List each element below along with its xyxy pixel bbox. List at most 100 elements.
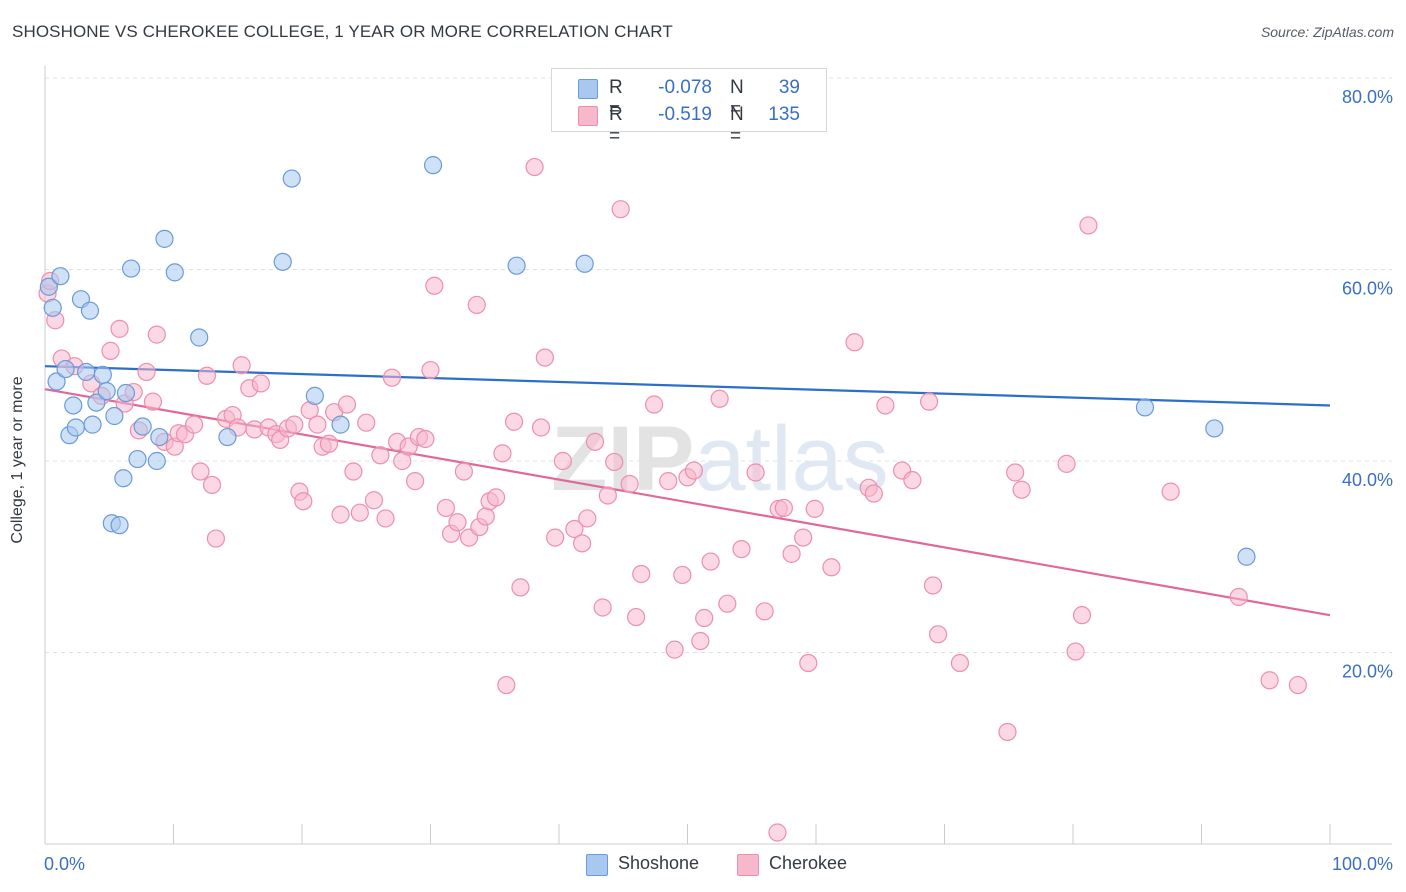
cherokee-point — [782, 544, 801, 563]
cherokee-point — [845, 333, 864, 352]
cherokee-point — [998, 722, 1017, 742]
shoshone-point — [423, 156, 443, 175]
cherokee-point — [605, 452, 624, 472]
cherokee-point — [573, 534, 592, 553]
shoshone-point — [1237, 547, 1256, 566]
cherokee-point — [691, 631, 710, 651]
n-label: N = — [730, 77, 744, 120]
cherokee-point — [525, 157, 544, 177]
x-tick-label: 0.0% — [44, 854, 85, 874]
cherokee-points — [38, 157, 1307, 842]
cherokee-point — [593, 598, 612, 617]
shoshone-point — [165, 263, 184, 282]
cherokee-point — [1012, 480, 1031, 499]
shoshone-point — [39, 277, 58, 296]
shoshone-point — [155, 229, 174, 248]
cherokee-point — [147, 325, 166, 344]
shoshone-point — [507, 256, 526, 275]
cherokee-point — [768, 823, 787, 842]
y-tick-label: 60.0% — [1342, 279, 1393, 299]
n-value: 135 — [768, 104, 800, 125]
cherokee-point — [950, 653, 970, 673]
cherokee-point — [755, 602, 774, 621]
cherokee-point — [493, 444, 512, 463]
cherokee-point — [308, 415, 327, 434]
cherokee-point — [184, 415, 204, 434]
cherokee-point — [531, 418, 551, 437]
shoshone-point — [273, 252, 292, 271]
shoshone-point — [80, 301, 100, 320]
y-tick-label: 20.0% — [1342, 662, 1393, 682]
r-value: -0.519 — [658, 104, 712, 125]
cherokee-point — [1260, 671, 1279, 690]
cherokee-point — [553, 451, 572, 471]
shoshone-point — [282, 169, 301, 188]
cherokee-point — [876, 396, 895, 415]
cherokee-point — [454, 462, 474, 481]
axes — [44, 66, 1392, 845]
cherokee-point — [344, 462, 363, 481]
shoshone-point — [1135, 398, 1155, 417]
cherokee-point — [1288, 675, 1307, 695]
cherokee-point — [535, 348, 554, 367]
shoshone-point — [575, 254, 594, 273]
cherokee-point — [1006, 463, 1025, 482]
cherokee-point — [632, 564, 651, 584]
cherokee-point — [695, 608, 714, 628]
cherokee-point — [903, 471, 922, 490]
cherokee-point — [799, 653, 818, 673]
cherokee-point — [578, 509, 597, 528]
source-note: Source: ZipAtlas.com — [1260, 24, 1394, 40]
cherokee-point — [101, 341, 120, 360]
cherokee-point — [232, 356, 251, 375]
cherokee-point — [1229, 587, 1248, 607]
cherokee-point — [337, 395, 357, 414]
cherokee-point — [1066, 642, 1085, 661]
cherokee-point — [1079, 216, 1098, 235]
cherokee-point — [644, 395, 664, 414]
cherokee-point — [357, 413, 376, 432]
shoshone-point — [150, 427, 169, 447]
shoshone-point — [147, 451, 166, 471]
shoshone-points — [39, 156, 1256, 566]
cherokee-point — [467, 295, 486, 315]
shoshone-legend-label: Shoshone — [618, 853, 700, 873]
shoshone-point — [64, 396, 83, 415]
cherokee-point — [718, 594, 737, 613]
cherokee-point — [448, 513, 467, 532]
r-label: R = — [609, 77, 623, 120]
shoshone-point — [77, 362, 96, 382]
x-tick-label: 100.0% — [1332, 854, 1393, 874]
cherokee-point — [598, 486, 617, 505]
shoshone-point — [47, 372, 66, 391]
cherokee-point — [382, 368, 402, 387]
cherokee-point — [546, 528, 565, 547]
correlation-legend: R = -0.078 N = 39 R = -0.519 N = 135 — [551, 68, 827, 147]
cherokee-point — [805, 499, 824, 518]
tick-labels: 20.0% 40.0% 60.0% 80.0% 0.0% 100.0% — [44, 87, 1393, 874]
cherokee-point — [684, 461, 704, 480]
shoshone-point — [83, 415, 102, 434]
cherokee-point — [285, 415, 304, 434]
gridlines — [45, 77, 1392, 653]
cherokee-point — [251, 374, 270, 393]
watermark-atlas: atlas — [694, 408, 888, 510]
cherokee-point — [659, 472, 678, 491]
cherokee-point — [626, 607, 646, 627]
shoshone-swatch — [578, 79, 598, 99]
chart-title: SHOSHONE VS CHEROKEE COLLEGE, 1 YEAR OR … — [12, 22, 673, 41]
cherokee-point — [202, 475, 222, 495]
cherokee-point — [504, 412, 524, 431]
cherokee-swatch — [578, 106, 598, 126]
cherokee-point — [774, 498, 793, 518]
cherokee-point — [919, 392, 939, 411]
cherokee-point — [585, 432, 605, 451]
shoshone-point — [121, 259, 141, 278]
y-tick-label: 40.0% — [1342, 470, 1393, 490]
shoshone-point — [218, 427, 237, 447]
shoshone-point — [97, 382, 116, 401]
shoshone-point — [93, 365, 112, 384]
cherokee-point — [110, 319, 129, 338]
shoshone-point — [190, 328, 209, 347]
